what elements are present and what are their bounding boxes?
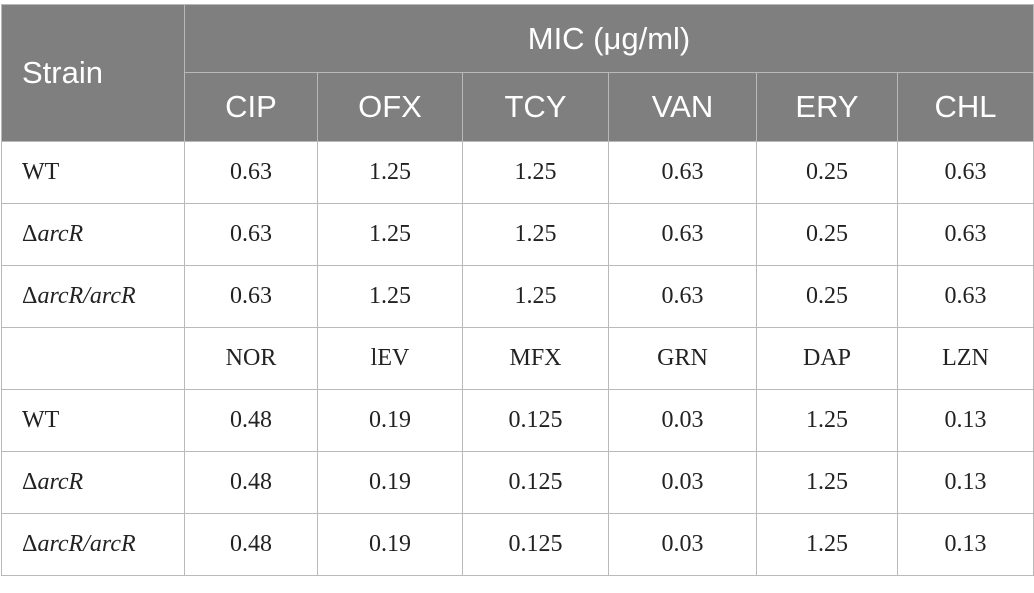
strain-cell: WT: [1, 389, 185, 452]
mic-value: 0.63: [608, 265, 757, 328]
mic-value: 1.25: [756, 513, 898, 576]
mic-value: 0.13: [896, 389, 1034, 452]
mic-value: 0.63: [608, 203, 757, 266]
drug-label-lev: lEV: [317, 327, 463, 390]
mic-value: 1.25: [317, 203, 463, 266]
mic-value: 0.125: [462, 451, 609, 514]
mic-value: 0.25: [756, 203, 898, 266]
mic-value: 0.48: [184, 389, 318, 452]
drug-label-dap: DAP: [756, 327, 898, 390]
drug-label-grn: GRN: [608, 327, 757, 390]
mic-value: 0.25: [756, 265, 898, 328]
mic-value: 0.03: [608, 451, 757, 514]
mic-table: Strain MIC (μg/ml) CIP OFX TCY VAN ERY C…: [1, 4, 1034, 576]
mic-value: 0.63: [184, 141, 318, 204]
mic-value: 0.63: [184, 203, 318, 266]
strain-label: arcR/arcR: [37, 531, 136, 557]
drug-header-ery: ERY: [756, 72, 898, 142]
mic-value: 0.63: [608, 141, 757, 204]
strain-cell: WT: [1, 141, 185, 204]
mic-value: 1.25: [317, 265, 463, 328]
mic-value: 0.19: [317, 451, 463, 514]
mic-value: 1.25: [462, 265, 609, 328]
drug-header-tcy: TCY: [462, 72, 609, 142]
mic-value: 0.13: [896, 451, 1034, 514]
strain-column-header: Strain: [1, 4, 185, 142]
delta-symbol: Δ: [22, 221, 38, 247]
drug-header-cip: CIP: [184, 72, 318, 142]
mic-value: 0.13: [896, 513, 1034, 576]
mic-value: 1.25: [756, 389, 898, 452]
empty-cell: [1, 327, 185, 390]
mic-value: 1.25: [317, 141, 463, 204]
drug-header-ofx: OFX: [317, 72, 463, 142]
mic-value: 0.19: [317, 389, 463, 452]
mic-value: 0.48: [184, 513, 318, 576]
strain-label: arcR: [37, 221, 84, 247]
table-row: WT 0.63 1.25 1.25 0.63 0.25 0.63: [1, 141, 1034, 204]
drug-header-van: VAN: [608, 72, 757, 142]
delta-symbol: Δ: [22, 469, 38, 495]
mic-value: 0.48: [184, 451, 318, 514]
drug-header-chl: CHL: [896, 72, 1034, 142]
strain-cell: ΔarcR: [1, 451, 185, 514]
mic-group-header: MIC (μg/ml): [183, 4, 1034, 73]
table-row: ΔarcR/arcR 0.63 1.25 1.25 0.63 0.25 0.63: [1, 265, 1034, 328]
mic-value: 0.63: [896, 265, 1034, 328]
table-row: WT 0.48 0.19 0.125 0.03 1.25 0.13: [1, 389, 1034, 452]
strain-cell: ΔarcR/arcR: [1, 513, 185, 576]
strain-label: arcR/arcR: [37, 283, 136, 309]
strain-label: WT: [22, 159, 60, 185]
delta-symbol: Δ: [22, 283, 38, 309]
mic-value: 0.63: [896, 203, 1034, 266]
table-row: ΔarcR 0.48 0.19 0.125 0.03 1.25 0.13: [1, 451, 1034, 514]
table-row: ΔarcR/arcR 0.48 0.19 0.125 0.03 1.25 0.1…: [1, 513, 1034, 576]
mic-value: 0.19: [317, 513, 463, 576]
strain-cell: ΔarcR: [1, 203, 185, 266]
delta-symbol: Δ: [22, 531, 38, 557]
table-row: ΔarcR 0.63 1.25 1.25 0.63 0.25 0.63: [1, 203, 1034, 266]
mic-value: 1.25: [462, 203, 609, 266]
strain-label: WT: [22, 407, 60, 433]
strain-label: arcR: [37, 469, 84, 495]
mic-value: 1.25: [462, 141, 609, 204]
mic-value: 0.125: [462, 389, 609, 452]
drug-label-lzn: LZN: [896, 327, 1034, 390]
strain-cell: ΔarcR/arcR: [1, 265, 185, 328]
mic-value: 0.03: [608, 389, 757, 452]
drug-label-mfx: MFX: [462, 327, 609, 390]
mic-value: 1.25: [756, 451, 898, 514]
mic-value: 0.125: [462, 513, 609, 576]
mic-value: 0.03: [608, 513, 757, 576]
drug-label-nor: NOR: [184, 327, 318, 390]
drug-subheader-row: NOR lEV MFX GRN DAP LZN: [1, 327, 1034, 390]
mic-value: 0.25: [756, 141, 898, 204]
mic-value: 0.63: [184, 265, 318, 328]
mic-value: 0.63: [896, 141, 1034, 204]
